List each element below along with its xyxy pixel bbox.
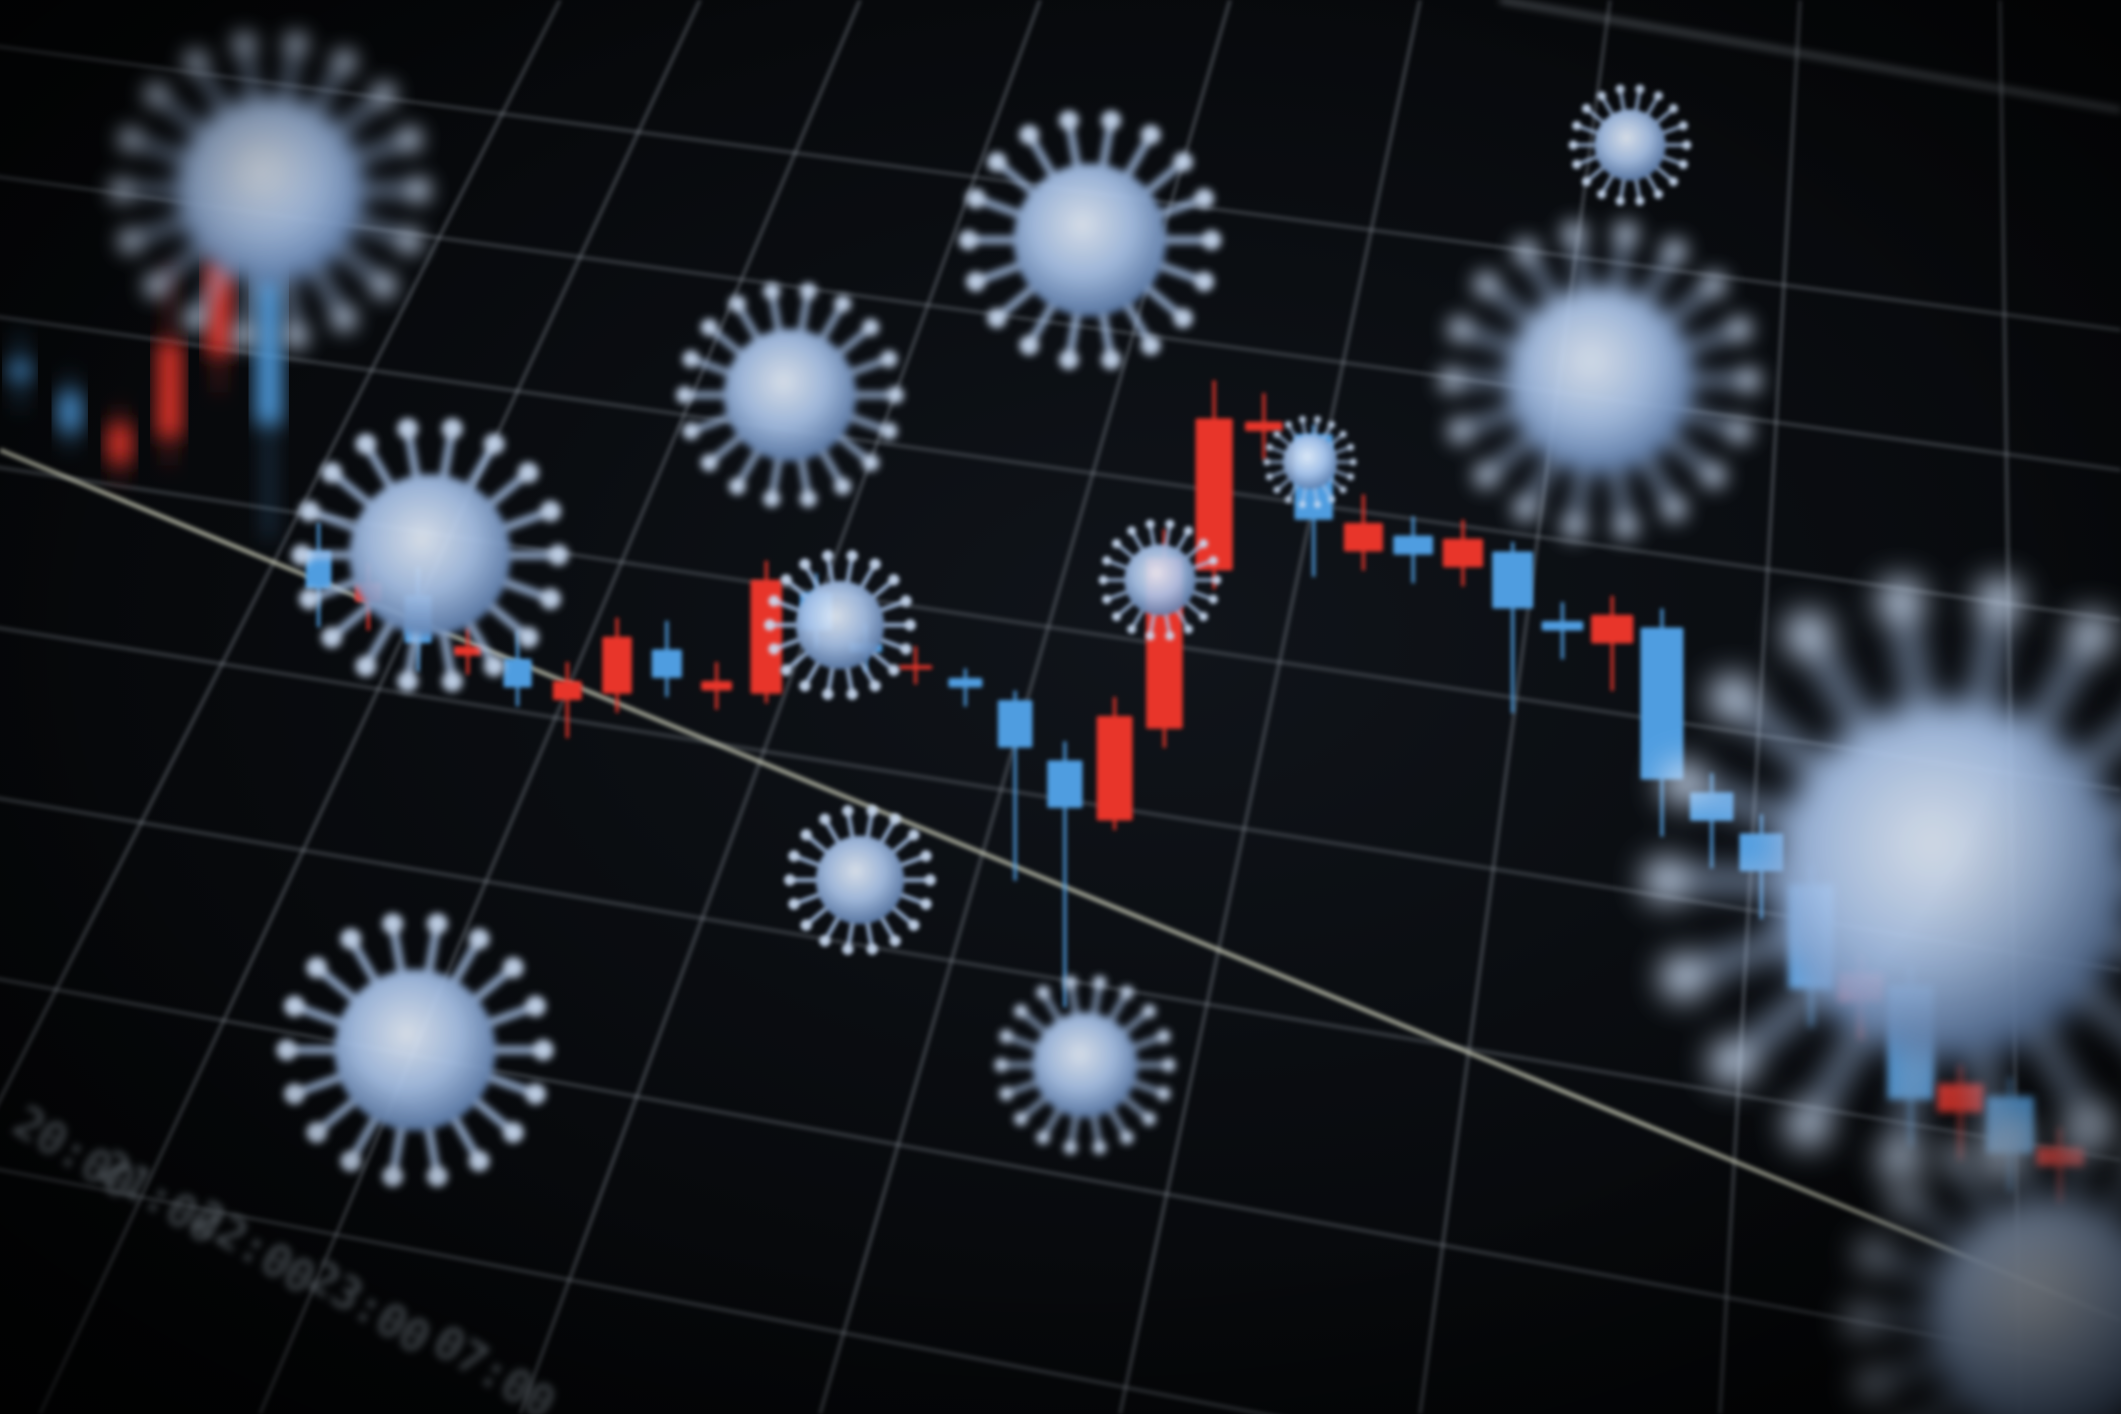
vignette (0, 0, 2121, 1414)
candlestick-chart: 20:00 21:00 22:00 23:00 07:00 (0, 0, 2121, 1414)
photo-scene: 20:00 21:00 22:00 23:00 07:00 (0, 0, 2121, 1414)
